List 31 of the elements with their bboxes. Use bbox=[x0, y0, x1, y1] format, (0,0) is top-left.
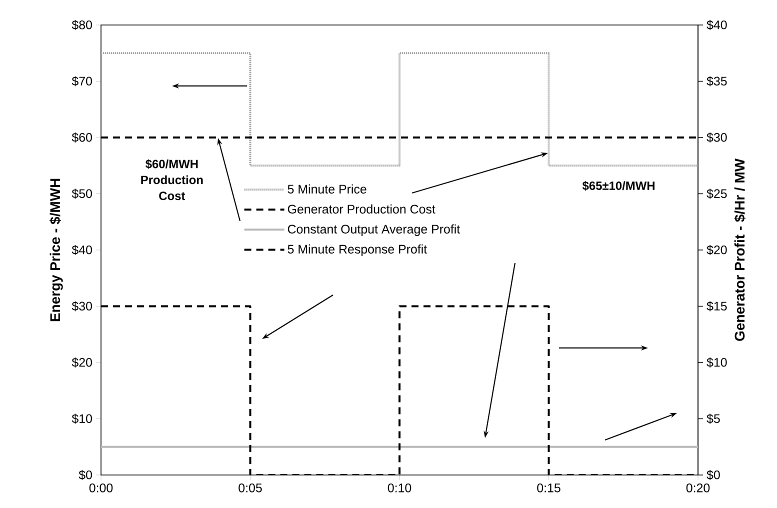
y-tick-label: $80 bbox=[72, 20, 92, 30]
y2-tick-label: $0 bbox=[706, 470, 720, 480]
x-tick-label: 0:15 bbox=[537, 484, 560, 492]
legend-label: Constant Output Average Profit bbox=[288, 224, 460, 236]
y2-tick-label: $25 bbox=[706, 188, 727, 199]
y-tick-label: $60 bbox=[72, 132, 92, 143]
legend-label: Generator Production Cost bbox=[288, 204, 436, 214]
y-tick-label: $70 bbox=[72, 76, 92, 86]
y2-axis-title: Generator Profit - $/Hr / MW bbox=[734, 158, 746, 341]
y2-tick-label: $20 bbox=[706, 244, 727, 256]
y-tick-label: $20 bbox=[72, 357, 92, 368]
y2-tick-label: $35 bbox=[706, 76, 727, 86]
y-tick-label: $40 bbox=[72, 244, 92, 256]
y-tick-label: $10 bbox=[72, 414, 92, 424]
y-tick-label: $0 bbox=[78, 470, 92, 480]
y2-tick-label: $30 bbox=[706, 132, 727, 143]
annotation: $65±10/MWH bbox=[582, 180, 654, 191]
y-axis-title: Energy Price - $/MWH bbox=[50, 178, 63, 322]
y2-tick-label: $5 bbox=[706, 414, 720, 424]
annotation: $60/MWH Production Cost bbox=[141, 159, 203, 200]
x-tick-label: 0:00 bbox=[89, 484, 113, 492]
x-tick-label: 0:10 bbox=[388, 484, 412, 492]
y-tick-label: $50 bbox=[72, 188, 92, 199]
x-tick-label: 0:20 bbox=[686, 484, 710, 492]
legend-label: 5 Minute Response Profit bbox=[288, 244, 428, 256]
y2-tick-label: $40 bbox=[706, 20, 727, 30]
x-tick-label: 0:05 bbox=[238, 484, 262, 492]
y2-tick-label: $15 bbox=[706, 301, 727, 312]
y-tick-label: $30 bbox=[72, 301, 92, 312]
y2-tick-label: $10 bbox=[706, 357, 727, 368]
legend-label: 5 Minute Price bbox=[288, 184, 366, 194]
